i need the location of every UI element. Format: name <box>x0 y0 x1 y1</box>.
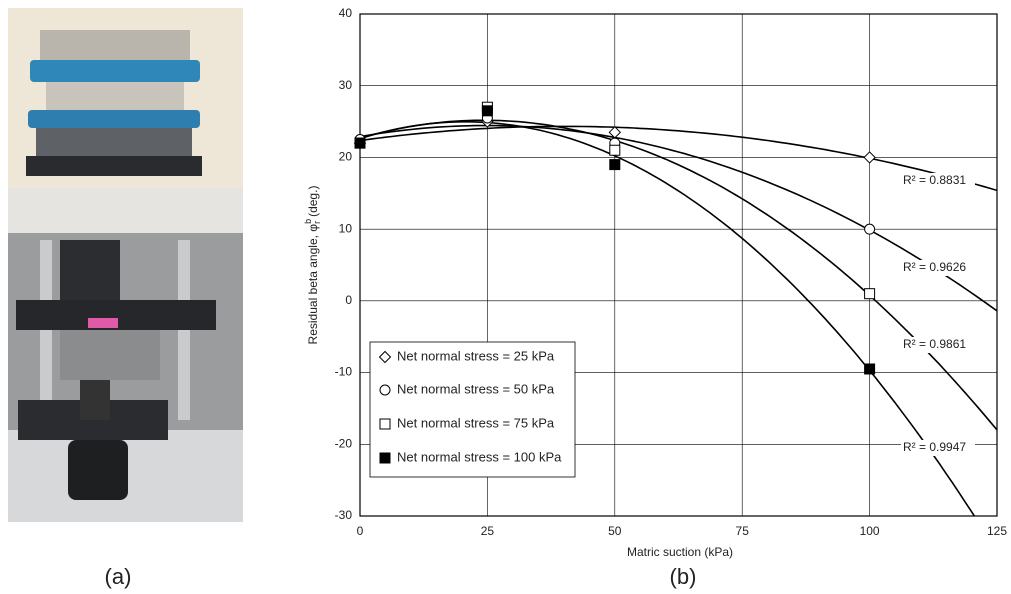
trend-line <box>360 125 997 192</box>
point <box>864 223 876 235</box>
legend-label: Net normal stress = 100 kPa <box>397 449 562 464</box>
y-tick-label: 0 <box>345 293 352 307</box>
legend-marker <box>379 452 391 464</box>
x-tick-label: 100 <box>860 524 880 538</box>
point <box>609 144 621 156</box>
y-title-text: Residual beta angle, φ <box>306 224 320 345</box>
trend-line <box>360 119 997 431</box>
point <box>609 159 621 171</box>
y-tick-label: 10 <box>339 221 353 235</box>
plot-frame <box>359 13 998 517</box>
y-title-sup: b <box>303 219 313 224</box>
r2-label-bg <box>901 440 975 456</box>
point <box>481 105 493 117</box>
point <box>863 151 876 164</box>
r2-label: R² = 0.9947 <box>903 440 966 454</box>
y-tick-label: 20 <box>339 150 353 164</box>
x-tick-label: 50 <box>608 524 622 538</box>
panel-label: (b) <box>670 564 697 589</box>
y-tick-label: -30 <box>335 508 353 522</box>
y-axis-title: Residual beta angle, φbr (deg.) <box>303 186 322 345</box>
legend-label: Net normal stress = 75 kPa <box>397 415 555 430</box>
trend-line <box>360 121 976 516</box>
y-title-unit: (deg.) <box>306 186 320 217</box>
y-tick-label: 40 <box>339 6 353 20</box>
legend-label: Net normal stress = 50 kPa <box>397 381 555 396</box>
r2-label: R² = 0.8831 <box>903 173 966 187</box>
x-tick-label: 125 <box>987 524 1007 538</box>
legend-marker <box>378 350 392 364</box>
y-tick-label: 30 <box>339 78 353 92</box>
trend-line <box>360 124 997 312</box>
r2-label: R² = 0.9861 <box>903 337 966 351</box>
r2-label-bg <box>901 337 975 353</box>
x-tick-label: 0 <box>357 524 364 538</box>
point <box>864 363 876 375</box>
legend-box <box>369 341 576 478</box>
legend-label: Net normal stress = 25 kPa <box>397 348 555 363</box>
r2-label-bg <box>901 260 975 276</box>
y-title-sub: r <box>312 221 322 224</box>
r2-label-bg <box>901 173 975 189</box>
panel-label: (a) <box>105 564 132 589</box>
point <box>864 288 876 300</box>
y-tick-label: -20 <box>335 436 353 450</box>
legend-marker <box>379 418 391 430</box>
legend-marker <box>379 384 391 396</box>
x-tick-label: 25 <box>481 524 495 538</box>
x-tick-label: 75 <box>736 524 750 538</box>
x-axis-title: Matric suction (kPa) <box>627 545 733 559</box>
photo <box>8 8 243 522</box>
r2-label: R² = 0.9626 <box>903 260 966 274</box>
point <box>354 137 366 149</box>
y-tick-label: -10 <box>335 365 353 379</box>
